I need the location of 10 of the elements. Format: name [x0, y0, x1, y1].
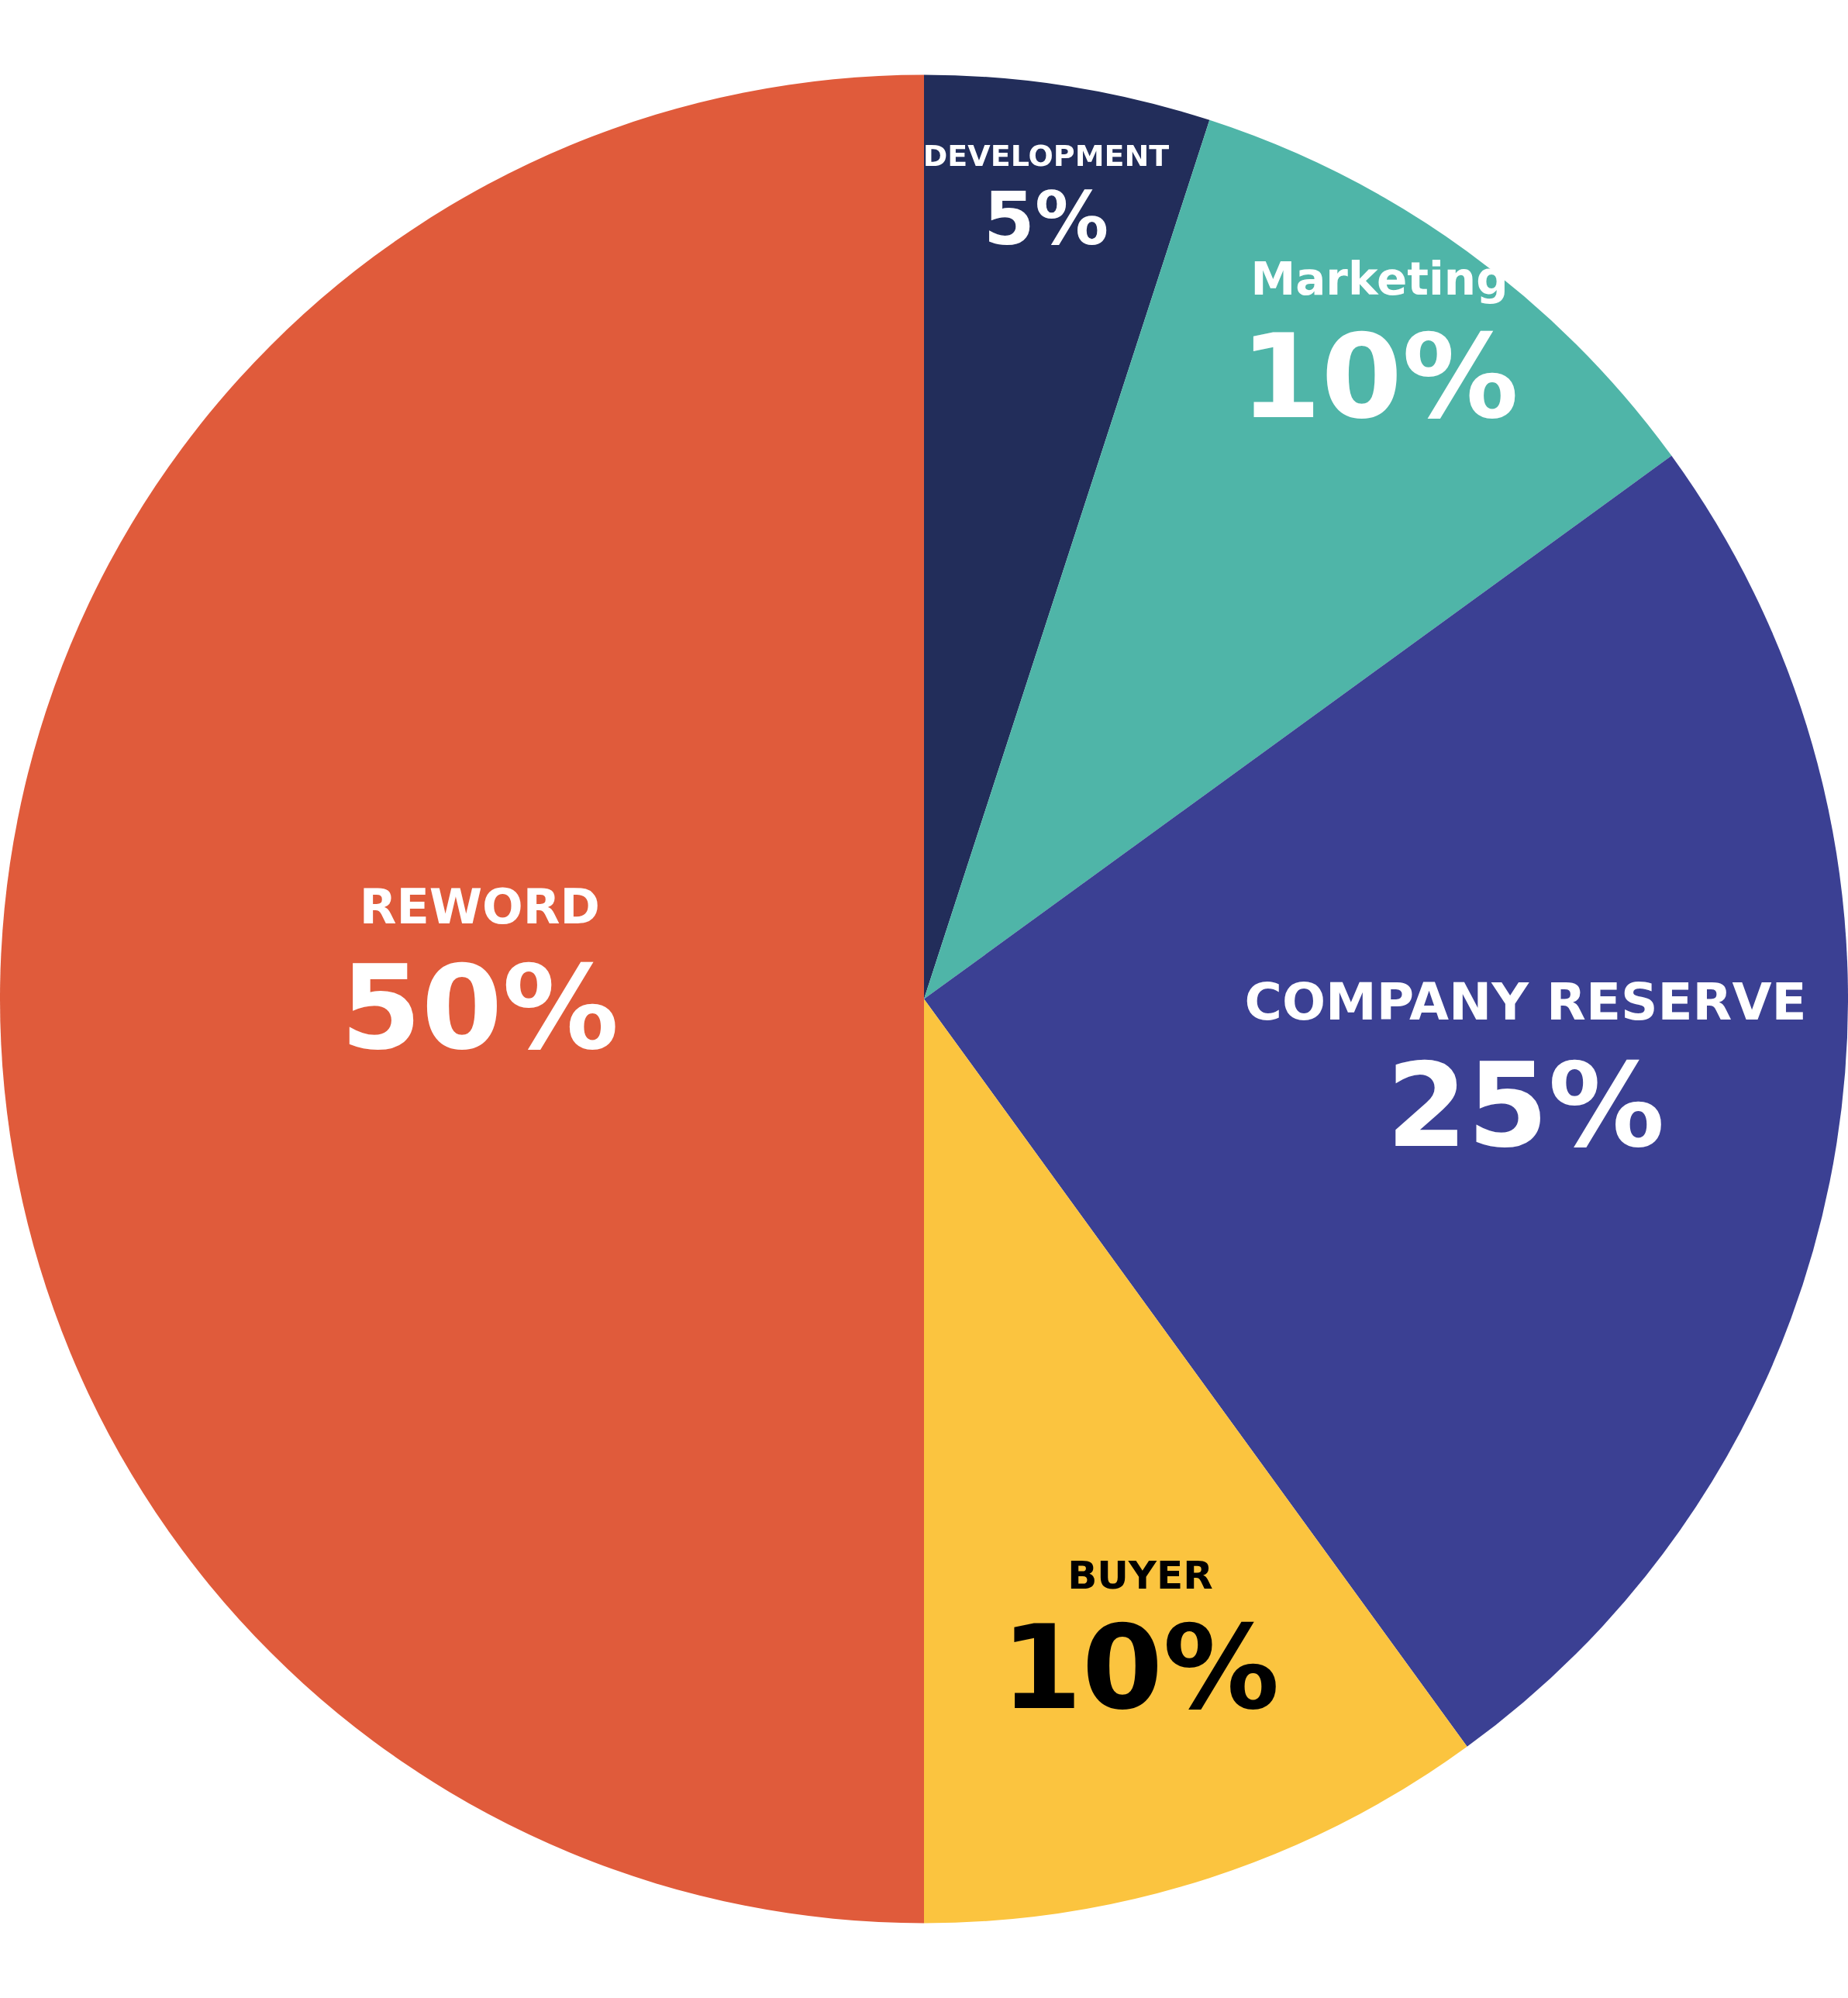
data-label: 10%	[1001, 1599, 1280, 1735]
data-label: 50%	[340, 940, 619, 1075]
slice-label: BUYER	[1067, 1553, 1213, 1599]
slice-label: REWORD	[359, 878, 601, 935]
data-label: 10%	[1240, 309, 1519, 445]
slice-label: Marketing	[1250, 252, 1508, 305]
slice-label: COMPANY RESERVE	[1244, 971, 1807, 1032]
slice-label: DEVELOPMENT	[922, 138, 1170, 173]
data-label: 5%	[983, 176, 1109, 262]
data-label: 25%	[1386, 1038, 1665, 1174]
